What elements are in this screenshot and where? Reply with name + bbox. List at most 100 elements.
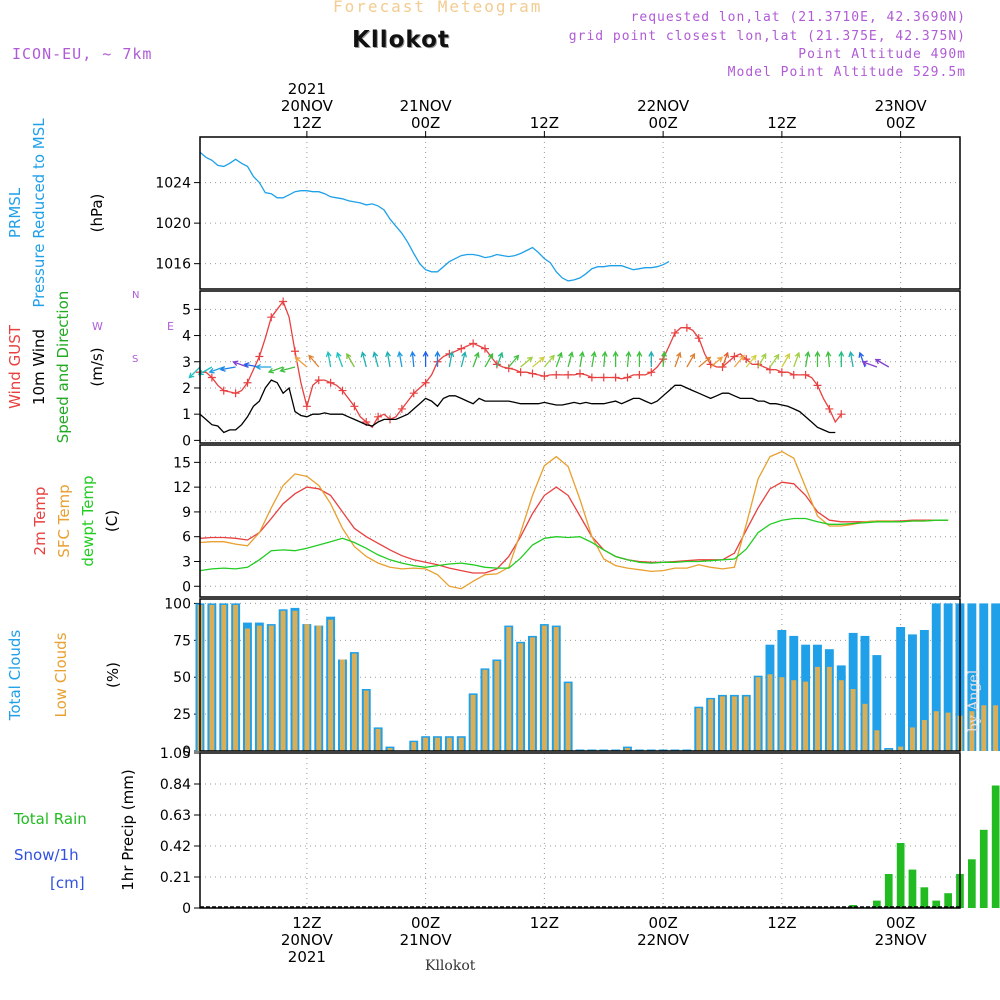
requested-location: requested lon,lat (21.3710E, 42.3690N) [630, 10, 966, 25]
top-time-label: 12Z [292, 114, 321, 132]
bar-low [351, 653, 357, 751]
bar-low [921, 720, 927, 751]
wind-arrow [625, 350, 632, 368]
bottom-time-label: 2021 [288, 948, 326, 966]
wind-arrow [460, 351, 467, 368]
gust-marker [314, 376, 323, 385]
wind-arrow [496, 351, 504, 368]
top-time-label: 00Z [411, 114, 440, 132]
panel-frame [199, 752, 961, 909]
gust-marker [492, 360, 501, 369]
gust-marker [671, 328, 679, 337]
y-tick-label: 6 [182, 530, 191, 546]
wind-arrow [733, 354, 745, 368]
bar-low [363, 690, 369, 751]
bar-low [304, 624, 310, 751]
bar-low [423, 737, 429, 751]
compass-e: E [167, 320, 174, 333]
bar-low [375, 728, 381, 751]
bottom-time-label: 12Z [767, 914, 796, 932]
panel-label: dewpt Temp [79, 475, 97, 566]
panel-label: Pressure Reduced to MSL [30, 118, 48, 308]
wind-arrow [601, 350, 608, 368]
bar-low [268, 625, 274, 751]
bar-low [898, 746, 904, 751]
bar-low [803, 681, 809, 751]
bar-total [919, 630, 929, 751]
bar-low [328, 619, 334, 751]
panel-label: Wind GUST [6, 324, 24, 409]
y-tick-label: 25 [173, 707, 191, 723]
top-time-label: 00Z [886, 114, 915, 132]
wind-arrow [434, 350, 441, 367]
bar-low [482, 669, 488, 751]
panel-frame [199, 444, 961, 598]
bar-total [872, 655, 882, 751]
bar-low [993, 705, 999, 751]
wind-arrow [422, 350, 429, 367]
bar-low [815, 666, 820, 751]
wind-arrow [188, 366, 201, 379]
precip-snow-label: Snow/1h [14, 846, 79, 864]
y-tick-label: 1 [182, 407, 191, 423]
bar-rain [849, 905, 857, 908]
panel-wind: 0 1 2 3 4 5 Wind GUST 10m Wind Speed and Directi… [6, 290, 961, 449]
gust-marker [504, 364, 513, 373]
panel-temperature: 0 3 6 9 12 15 2m Temp SFC Temp dewpt Temp (C) [31, 444, 961, 598]
bar-rain [873, 900, 881, 908]
bar-low [874, 730, 880, 751]
y-tick-label: 15 [173, 455, 191, 471]
series-line-0 [200, 300, 842, 429]
bar-low [933, 711, 939, 751]
bar-low [826, 666, 832, 751]
wind-arrow [698, 356, 712, 368]
y-tick-label: 9 [182, 505, 191, 521]
panel-label: (%) [104, 662, 122, 688]
bar-low [720, 696, 725, 751]
y-tick-label: 12 [173, 480, 191, 496]
gust-marker [635, 370, 644, 379]
gust-marker [682, 323, 691, 332]
gust-marker [397, 404, 406, 413]
bottom-time-label: 12Z [292, 914, 321, 932]
y-tick-label: 1020 [155, 216, 191, 232]
gust-marker [326, 378, 335, 387]
chart-title: Forecast Meteogram [333, 0, 543, 16]
gust-marker [219, 386, 228, 395]
bar-low [910, 727, 915, 751]
gust-marker [837, 410, 846, 419]
gust-marker [587, 373, 596, 382]
bar-rain [979, 829, 988, 908]
wind-arrow [757, 352, 767, 368]
bar-total [943, 603, 953, 751]
y-tick-label: 3 [182, 355, 191, 371]
wind-arrow [208, 366, 225, 374]
bar-total [908, 634, 917, 751]
panel-label: Low Clouds [52, 632, 70, 717]
bar-low [850, 689, 856, 751]
bar-low [945, 712, 951, 751]
top-time-label: 22NOV [637, 97, 690, 115]
wind-arrow [385, 350, 392, 368]
panel-label: 2m Temp [31, 487, 49, 556]
model-name: ICON-EU, ~ 7km [12, 45, 153, 63]
bar-low [518, 643, 524, 751]
wind-arrow [409, 350, 416, 368]
wind-arrow [308, 354, 320, 368]
top-time-label: 20NOV [281, 97, 334, 115]
series-line-0 [199, 481, 949, 574]
y-tick-label: 100 [164, 596, 191, 612]
y-tick-label: 1016 [155, 257, 191, 273]
bar-rain [991, 785, 1000, 908]
precip-unit-label: [cm] [50, 874, 85, 892]
bar-low [696, 708, 702, 751]
gust-marker [754, 360, 763, 369]
bar-rain [968, 859, 976, 908]
panel-label: PRMSL [6, 187, 24, 238]
series-line-2 [199, 517, 949, 572]
y-tick-label: 1.05 [160, 746, 191, 762]
bar-rain [932, 900, 941, 908]
bar-rain [944, 893, 952, 908]
gust-marker [777, 368, 786, 377]
